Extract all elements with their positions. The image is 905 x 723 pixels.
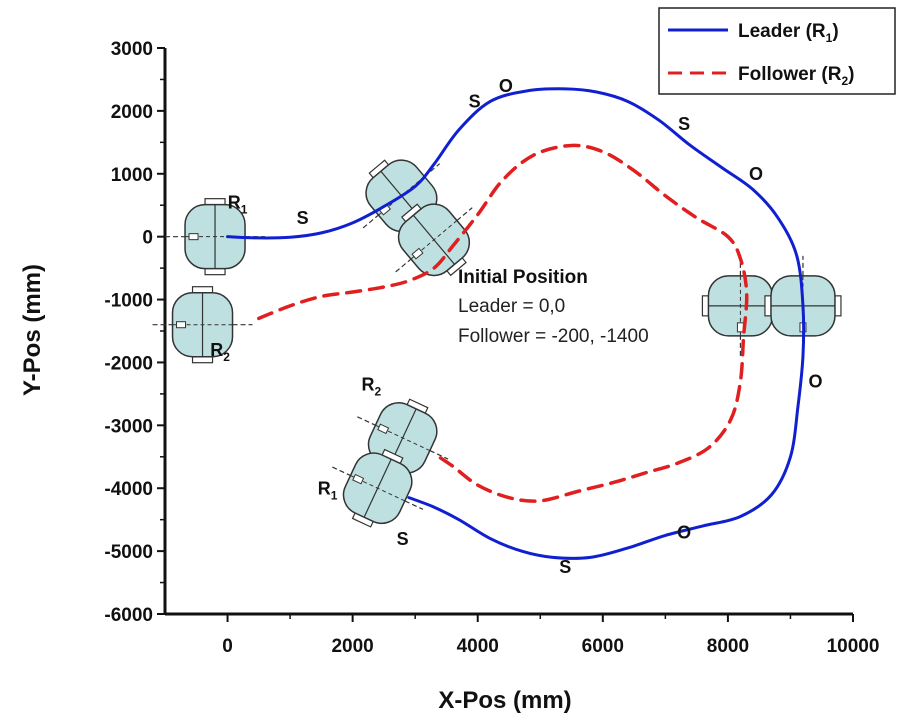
robot-icon xyxy=(152,286,253,364)
y-tick-label: 3000 xyxy=(111,39,153,60)
y-tick-label: -3000 xyxy=(104,416,153,437)
y-tick-label: 0 xyxy=(142,228,153,249)
annotation-label: O xyxy=(808,372,822,392)
series-line-leader xyxy=(226,87,806,560)
robot-sensor xyxy=(411,247,424,260)
x-tick-label: 6000 xyxy=(582,636,624,657)
legend-label-leader: Leader (R1) xyxy=(738,21,839,45)
robot-icon xyxy=(395,203,473,277)
x-tick-label: 4000 xyxy=(457,636,499,657)
y-tick-label: -2000 xyxy=(104,353,153,374)
x-axis-title: X-Pos (mm) xyxy=(438,687,571,714)
info-follower: Follower = -200, -1400 xyxy=(458,326,649,347)
robot-label: R1 xyxy=(228,192,248,216)
info-leader: Leader = 0,0 xyxy=(458,296,565,317)
robot-icon xyxy=(701,255,780,356)
robot-icon xyxy=(165,198,266,276)
y-tick-label: -4000 xyxy=(104,479,153,500)
legend-box xyxy=(658,7,896,95)
info-title: Initial Position xyxy=(458,267,588,288)
legend-label-follower: Follower (R2) xyxy=(738,64,854,88)
y-axis-title: Y-Pos (mm) xyxy=(19,264,46,396)
robot-label: R2 xyxy=(362,375,382,399)
annotation-label: S xyxy=(297,208,309,228)
axes: 0 2000 4000 6000 8000 100003000200010000-1000… xyxy=(104,39,879,657)
x-tick-label: 8000 xyxy=(707,636,749,657)
x-tick-label: 2000 xyxy=(331,636,373,657)
y-tick-label: -1000 xyxy=(104,291,153,312)
annotation-label: O xyxy=(499,76,513,96)
robot-sensor xyxy=(176,321,187,329)
annotation-label: S xyxy=(397,529,409,549)
robot-sensor xyxy=(188,233,199,241)
x-tick-label: 10000 xyxy=(827,636,880,657)
annotation-label: O xyxy=(749,164,763,184)
robot-icon xyxy=(332,448,424,528)
annotation-label: S xyxy=(469,92,481,112)
info-box: Initial Position Leader = 0,0 Follower =… xyxy=(458,267,649,347)
annotation-label: S xyxy=(559,557,571,577)
robot-sensor xyxy=(377,423,390,435)
y-tick-label: -5000 xyxy=(104,542,153,563)
y-tick-label: -6000 xyxy=(104,605,153,626)
series-line-follower xyxy=(257,143,749,503)
series-lines xyxy=(226,87,806,560)
robot-label: R2 xyxy=(210,340,230,364)
annotation-label: O xyxy=(677,523,691,543)
robot-sensor xyxy=(352,473,365,485)
y-tick-label: 1000 xyxy=(111,165,153,186)
robot-label: R1 xyxy=(318,479,338,503)
annotation-label: S xyxy=(678,114,690,134)
x-tick-label: 0 xyxy=(222,636,233,657)
legend: Leader (R1) Follower (R2) xyxy=(658,7,896,95)
y-tick-label: 2000 xyxy=(111,102,153,123)
